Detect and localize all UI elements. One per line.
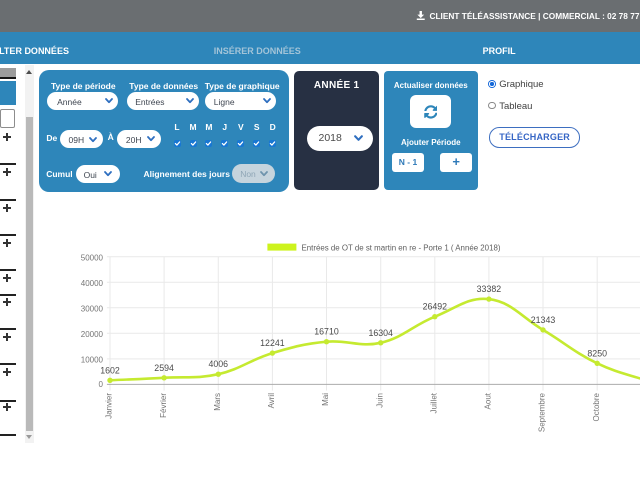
svg-text:Mai: Mai (321, 393, 330, 406)
svg-text:Entrées de OT de st martin en: Entrées de OT de st martin en re - Porte… (302, 243, 501, 252)
svg-text:12241: 12241 (260, 338, 285, 348)
svg-text:50000: 50000 (81, 253, 104, 262)
svg-text:16304: 16304 (368, 328, 393, 338)
svg-text:30000: 30000 (81, 305, 104, 314)
svg-text:Mars: Mars (213, 393, 222, 411)
svg-text:40000: 40000 (81, 279, 104, 288)
svg-text:21343: 21343 (531, 315, 556, 325)
svg-text:16710: 16710 (314, 327, 339, 337)
svg-text:Janvier: Janvier (105, 393, 114, 419)
svg-text:1602: 1602 (100, 365, 120, 375)
svg-text:0: 0 (99, 380, 104, 389)
svg-text:20000: 20000 (81, 330, 104, 339)
svg-text:Septembre: Septembre (538, 392, 547, 432)
svg-text:Avril: Avril (267, 393, 276, 409)
svg-text:8250: 8250 (587, 348, 607, 358)
svg-text:4006: 4006 (209, 359, 229, 369)
svg-text:10000: 10000 (81, 356, 104, 365)
svg-text:Février: Février (159, 393, 168, 418)
svg-text:33382: 33382 (477, 284, 502, 294)
svg-text:Juin: Juin (375, 393, 384, 408)
svg-text:2594: 2594 (154, 363, 174, 373)
svg-text:Juillet: Juillet (430, 392, 439, 413)
svg-text:26492: 26492 (423, 302, 448, 312)
svg-text:Aout: Aout (484, 392, 493, 409)
svg-text:Octobre: Octobre (592, 392, 601, 421)
